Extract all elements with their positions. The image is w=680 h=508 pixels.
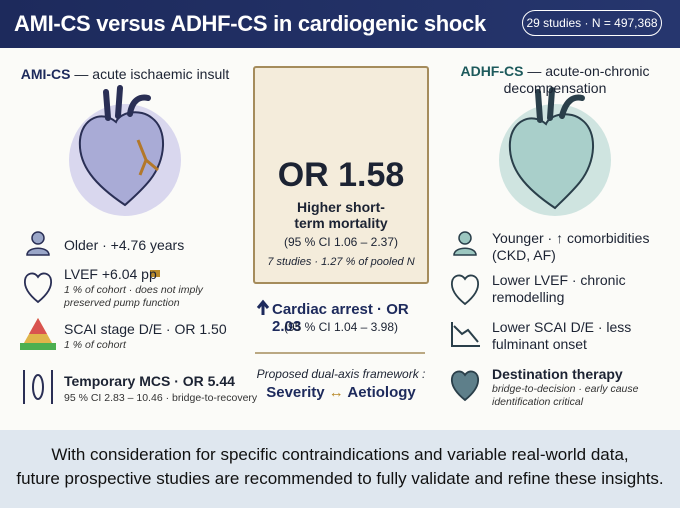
up-arrow (256, 299, 270, 315)
header-bar (0, 0, 680, 48)
heart-outline-icon (450, 274, 480, 306)
framework-left: Severity (266, 384, 325, 401)
ci: (95 % CI 1.06 – 2.37) (283, 235, 399, 249)
decline-icon (451, 322, 480, 347)
secondary-ci: (95 % CI 1.04 – 3.98) (283, 320, 399, 334)
center-box (253, 66, 429, 284)
triangle-scale-icon (29, 318, 47, 334)
left-note: 95 % CI 2.83 – 10.46 · bridge-to-recover… (64, 392, 258, 404)
framework-caption: Proposed dual-axis framework : (256, 367, 426, 381)
framework-arrow: ↔ (328, 384, 344, 401)
right-item: Lower LVEF · chronic remodelling (492, 272, 626, 305)
person-icon (26, 247, 50, 256)
left-item: Older · +4.76 years (64, 237, 185, 253)
headline: OR 1.58 (277, 156, 405, 194)
occlusion-lines (136, 139, 159, 176)
footer-line: With consideration for specific contrain… (51, 445, 629, 464)
left-note: 1 % of cohort (64, 339, 126, 351)
device-icon (23, 370, 53, 404)
source: 7 studies · 1.27 % of pooled N (267, 256, 415, 268)
left-item: SCAI stage D/E · OR 1.50 (64, 321, 227, 337)
right-note: bridge-to-decision · early cause identif… (492, 383, 639, 408)
left-note: 1 % of cohort · does not imply preserved… (64, 284, 203, 309)
heart-vessels (535, 87, 585, 123)
summary: Higher short-term mortality (294, 199, 388, 231)
right-item: Destination therapy (492, 366, 623, 382)
title: AMI-CS versus ADHF-CS in cardiogenic sho… (14, 11, 486, 36)
heart-vessels (103, 85, 151, 121)
heart-outline-icon (23, 272, 53, 304)
framework-right: Aetiology (347, 384, 416, 401)
right-description: — acute-on-chronic decompensation (503, 63, 650, 96)
flag-icon (150, 270, 160, 277)
right-heading: ADHF-CS — acute-on-chronic decompensatio… (440, 63, 670, 97)
left-label: AMI-CS (20, 66, 71, 82)
left-item: Temporary MCS · OR 5.44 (64, 373, 235, 389)
person-icon (31, 231, 45, 245)
footer-line: future prospective studies are recommend… (16, 469, 664, 488)
triangle-scale-icon (20, 343, 56, 350)
right-label: ADHF-CS (460, 63, 524, 79)
person-icon (453, 247, 477, 256)
left-heading: AMI-CS — acute ischaemic insult (10, 66, 240, 83)
secondary-finding: Cardiac arrest · OR 2.03 (272, 301, 409, 335)
framework: Severity ↔ Aetiology (253, 384, 429, 401)
right-item: Lower SCAI D/E · less fulminant onset (492, 319, 632, 352)
footer-band (0, 430, 680, 508)
left-item: LVEF +6.04 pp (64, 266, 157, 282)
left-description: — acute ischaemic insult (74, 66, 230, 82)
person-icon (458, 231, 472, 245)
right-item: Younger · ↑ comorbidities (CKD, AF) (492, 230, 650, 263)
device-heart-icon (450, 370, 480, 402)
heart-icon (508, 113, 595, 210)
study-badge: 29 studies · N = 497,368 (522, 10, 662, 36)
